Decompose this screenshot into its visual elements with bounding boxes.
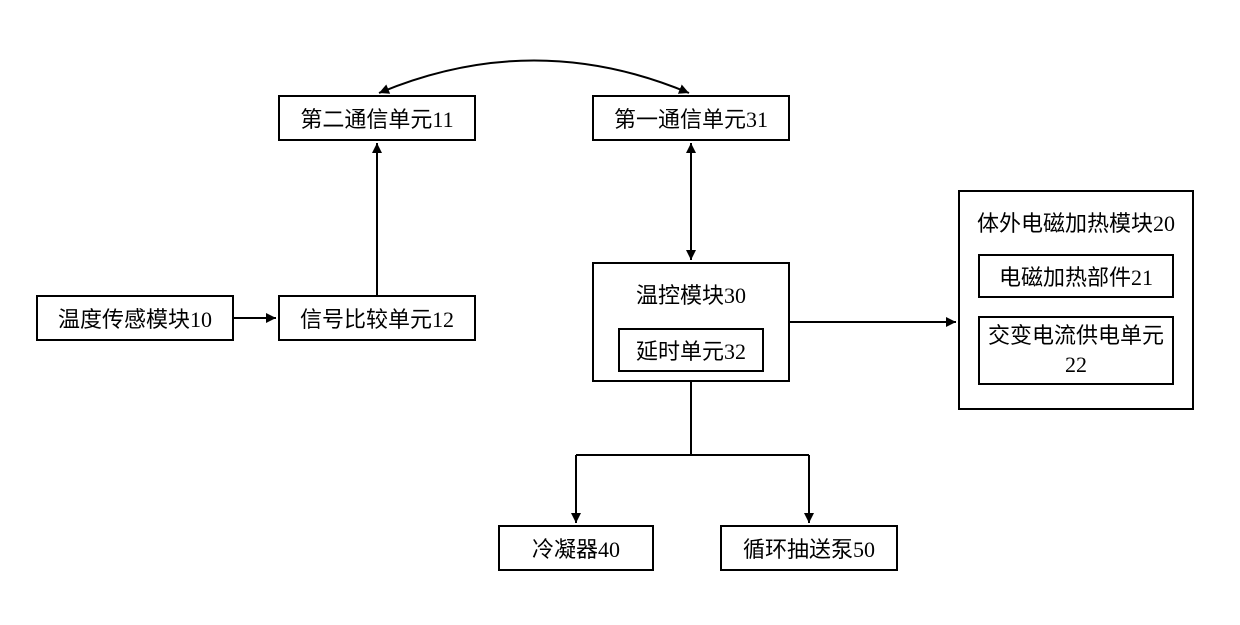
node-heater-label: 电磁加热部件21 xyxy=(999,265,1153,290)
node-module20-label: 体外电磁加热模块20 xyxy=(977,206,1175,238)
node-control-label: 温控模块30 xyxy=(636,278,746,310)
node-module20: 体外电磁加热模块20 电磁加热部件21 交变电流供电单元22 xyxy=(958,190,1194,410)
edge-comm2-comm1 xyxy=(379,61,689,94)
node-condenser-label: 冷凝器40 xyxy=(532,532,620,564)
node-comm1-label: 第一通信单元31 xyxy=(614,102,768,134)
node-sensor-label: 温度传感模块10 xyxy=(58,302,212,334)
node-delay-label: 延时单元32 xyxy=(636,339,746,364)
node-comm2-label: 第二通信单元11 xyxy=(300,102,453,134)
node-condenser: 冷凝器40 xyxy=(498,525,654,571)
node-comm2: 第二通信单元11 xyxy=(278,95,476,141)
node-sensor: 温度传感模块10 xyxy=(36,295,234,341)
node-pump: 循环抽送泵50 xyxy=(720,525,898,571)
node-pump-label: 循环抽送泵50 xyxy=(743,532,875,564)
node-control: 温控模块30 延时单元32 xyxy=(592,262,790,382)
node-comm1: 第一通信单元31 xyxy=(592,95,790,141)
node-compare: 信号比较单元12 xyxy=(278,295,476,341)
node-delay: 延时单元32 xyxy=(618,328,764,372)
node-compare-label: 信号比较单元12 xyxy=(300,302,454,334)
node-power-label: 交变电流供电单元22 xyxy=(988,323,1164,377)
node-heater: 电磁加热部件21 xyxy=(978,254,1174,298)
node-power: 交变电流供电单元22 xyxy=(978,316,1174,385)
